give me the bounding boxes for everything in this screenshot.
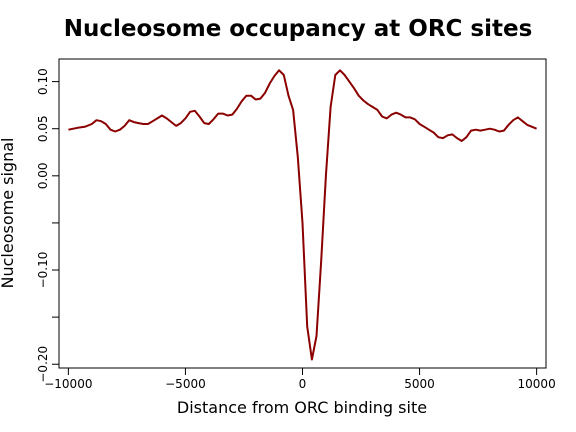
x-tick-label: 10000 bbox=[518, 377, 556, 391]
x-tick-label: −5000 bbox=[165, 377, 206, 391]
y-tick-label: 0.10 bbox=[36, 68, 50, 95]
y-tick-label: −0.10 bbox=[36, 252, 50, 289]
y-axis-label: Nucleosome signal bbox=[0, 138, 17, 289]
y-axis: −0.20 −0.10 0.00 0.05 0.10 bbox=[36, 68, 60, 383]
x-tick-label: 5000 bbox=[404, 377, 435, 391]
series-layer bbox=[68, 69, 537, 361]
y-tick-label: 0.00 bbox=[36, 162, 50, 189]
y-tick-label: −0.20 bbox=[36, 346, 50, 383]
x-axis-label: Distance from ORC binding site bbox=[177, 398, 427, 417]
x-tick-label: −10000 bbox=[44, 377, 92, 391]
x-tick-label: 0 bbox=[299, 377, 307, 391]
x-axis: −10000 −5000 0 5000 10000 bbox=[44, 367, 556, 391]
chart-title: Nucleosome occupancy at ORC sites bbox=[64, 16, 533, 42]
series-line bbox=[68, 69, 537, 361]
y-tick-label: 0.05 bbox=[36, 115, 50, 142]
